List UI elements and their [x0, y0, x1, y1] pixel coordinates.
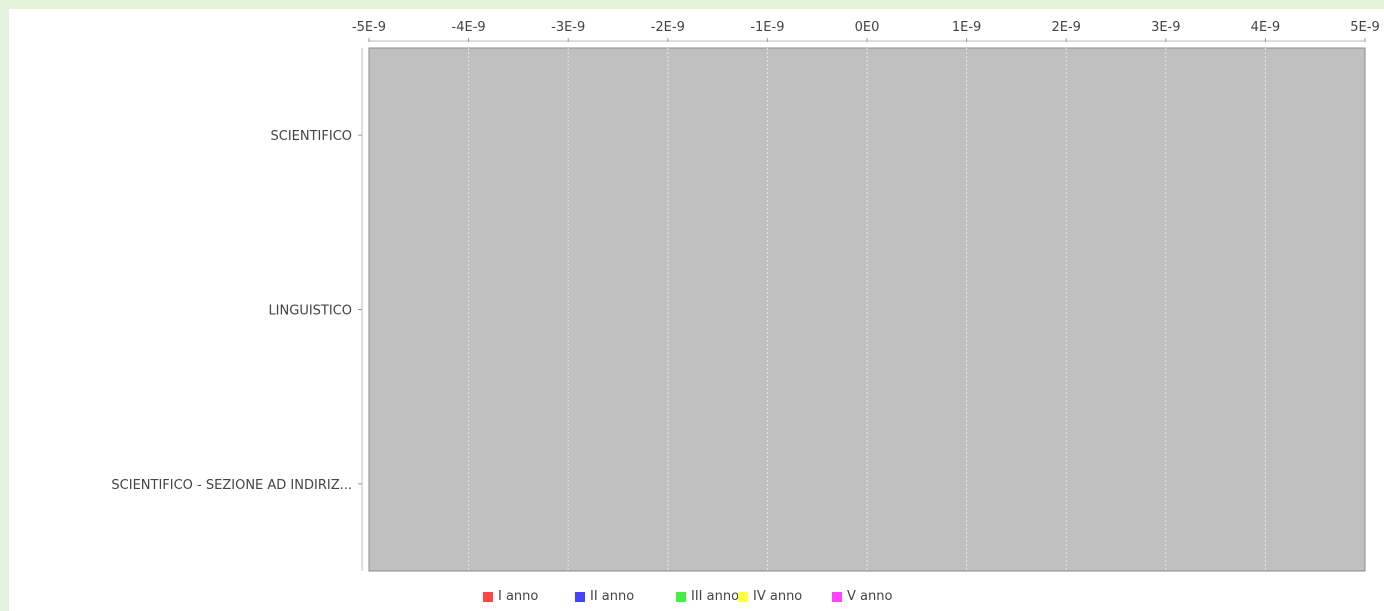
legend-label: V anno: [847, 589, 893, 604]
x-tick-label: -2E-9: [651, 20, 685, 35]
x-tick-label: 1E-9: [952, 20, 981, 35]
legend-label: I anno: [498, 589, 539, 604]
legend-label: IV anno: [753, 589, 803, 604]
legend-item: I anno: [483, 589, 538, 604]
legend-swatch: [738, 591, 748, 602]
x-tick-label: 0E0: [855, 20, 880, 35]
legend-swatch: [676, 591, 686, 602]
legend-item: III anno: [676, 589, 739, 604]
legend-label: III anno: [691, 589, 740, 604]
y-axis: SCIENTIFICO LINGUISTICO SCIENTIFICO - SEZI…: [111, 48, 363, 571]
x-tick-label: -1E-9: [750, 20, 784, 35]
x-tick-label: -4E-9: [452, 20, 486, 35]
top-border-band: [0, 0, 1384, 9]
legend-label: II anno: [590, 589, 635, 604]
legend-item: II anno: [575, 589, 634, 604]
left-border-band: [0, 0, 9, 611]
legend-swatch: [832, 591, 842, 602]
x-tick-label: -3E-9: [551, 20, 585, 35]
legend-swatch: [575, 591, 585, 602]
x-axis: -5E-9 -4E-9 -3E-9 -2E-9 -1E-9 0E0 1E-9 2E-9 3E-9…: [352, 20, 1380, 42]
gridlines: [468, 48, 1266, 571]
legend: I anno II anno III anno IV anno V anno: [0, 589, 1384, 609]
category-label: LINGUISTICO: [268, 304, 352, 319]
legend-item: V anno: [832, 589, 892, 604]
x-tick-label: -5E-9: [352, 20, 386, 35]
category-label: SCIENTIFICO - SEZIONE AD INDIRIZ...: [111, 478, 352, 493]
legend-item: IV anno: [738, 589, 802, 604]
x-tick-label: 5E-9: [1350, 20, 1379, 35]
category-label: SCIENTIFICO: [271, 129, 353, 144]
x-tick-label: 3E-9: [1151, 20, 1180, 35]
legend-swatch: [483, 591, 493, 602]
x-tick-label: 2E-9: [1051, 20, 1080, 35]
x-tick-label: 4E-9: [1251, 20, 1280, 35]
bar-chart: -5E-9 -4E-9 -3E-9 -2E-9 -1E-9 0E0 1E-9 2E-9 3E-9…: [111, 20, 1380, 572]
